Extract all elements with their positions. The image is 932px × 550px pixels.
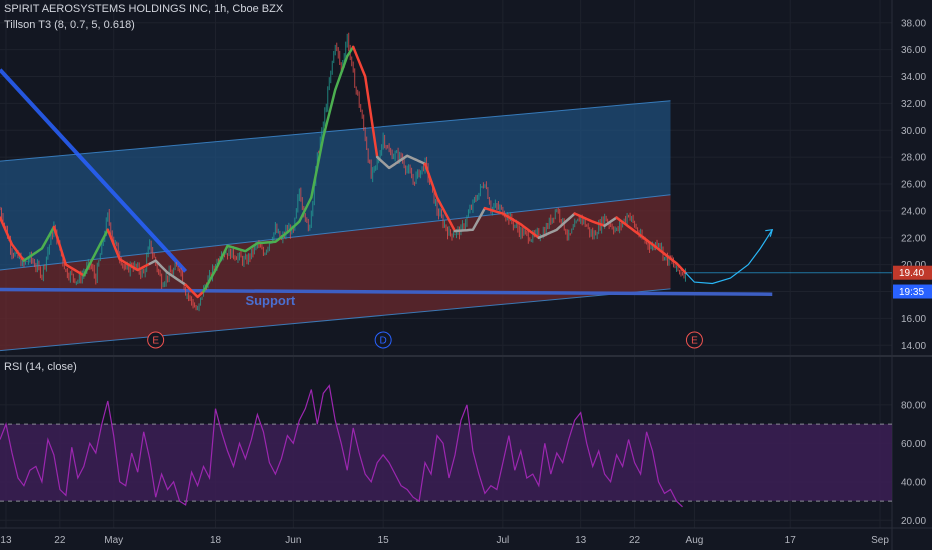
channel-middle-line (0, 194, 671, 271)
price-labels: 19.40 19:35 (685, 265, 932, 299)
rsi-tick-label: 60.00 (901, 439, 926, 450)
price-tick-label: 34.00 (901, 72, 926, 83)
t3-segment-down (184, 283, 205, 299)
time-tick-label: 13 (0, 535, 12, 546)
event-marker-earnings (147, 331, 165, 349)
t3-segment-neutral (537, 212, 576, 240)
event-marker-label: E (691, 336, 698, 347)
price-tick-label: 38.00 (901, 18, 926, 29)
price-tick-label: 22.00 (901, 233, 926, 244)
indicator-legend[interactable]: Tillson T3 (8, 0.7, 5, 0.618) (4, 19, 135, 31)
time-tick-label: Sep (871, 535, 889, 546)
projection-arrow[interactable] (685, 228, 774, 285)
price-tick-label: 16.00 (901, 314, 926, 325)
time-tick-label: 13 (575, 535, 587, 546)
price-tick-label: 26.00 (901, 180, 926, 191)
drawn-lines[interactable]: Support (0, 68, 773, 308)
t3-segment-neutral (603, 216, 618, 227)
last-price-box (893, 265, 932, 280)
price-tick-label: 28.00 (901, 153, 926, 164)
event-marker-label: E (152, 336, 159, 347)
time-tick-label: May (104, 535, 123, 546)
rsi-series (0, 384, 683, 508)
t3-segment-neutral (148, 259, 187, 287)
last-price-label: 19.40 (899, 268, 924, 279)
t3-segment-down (0, 216, 26, 262)
rsi-tick-label: 80.00 (901, 400, 926, 411)
t3-segment-down (483, 206, 541, 240)
support-line (0, 287, 773, 296)
time-tick-label: 18 (210, 535, 222, 546)
downtrend-line (0, 68, 188, 273)
price-tick-label: 14.00 (901, 341, 926, 352)
channel-lower-line (0, 288, 671, 352)
event-marker-earnings (685, 331, 703, 349)
rsi-tick-label: 40.00 (901, 477, 926, 488)
regression-channel[interactable] (0, 100, 671, 352)
t3-segment-down (52, 225, 86, 277)
projection-curve (685, 229, 773, 285)
time-tick-label: 15 (378, 535, 390, 546)
price-series[interactable] (0, 32, 686, 312)
price-tick-label: 32.00 (901, 99, 926, 110)
channel-upper-line (0, 100, 671, 162)
symbol-legend[interactable]: SPIRIT AEROSYSTEMS HOLDINGS INC, 1h, Cbo… (4, 3, 284, 15)
projection-arrowhead (765, 228, 774, 237)
rsi-legend[interactable]: RSI (14, close) (4, 361, 77, 373)
time-tick-label: 22 (629, 535, 641, 546)
t3-segment-up (82, 228, 110, 277)
t3-segment-neutral (453, 206, 487, 233)
countdown-box (893, 284, 932, 299)
rsi-line (0, 384, 683, 508)
price-tick-label: 20.00 (901, 260, 926, 271)
t3-segment-up (22, 225, 56, 262)
channel-upper-zone (0, 100, 671, 270)
countdown-label: 19:35 (899, 287, 924, 298)
time-tick-label: Jul (496, 535, 509, 546)
time-tick-label: Aug (686, 535, 704, 546)
t3-segment-neutral (375, 154, 427, 170)
time-tick-label: Jun (285, 535, 301, 546)
time-tick-label: 22 (54, 535, 66, 546)
t3-segment-up (310, 45, 355, 199)
t3-segment-down (351, 45, 379, 159)
support-label: Support (245, 293, 295, 308)
price-tick-label: 30.00 (901, 126, 926, 137)
price-tick-label: 24.00 (901, 206, 926, 217)
event-marker-label: D (380, 336, 387, 347)
t3-segment-down (423, 162, 457, 233)
time-tick-label: 17 (785, 535, 797, 546)
event-marker-dividend (374, 331, 392, 349)
t3-segment-down (573, 212, 606, 227)
t3-segment-down (106, 228, 151, 272)
price-tick-label: 36.00 (901, 45, 926, 56)
channel-lower-zone (0, 194, 671, 351)
t3-segment-up (202, 196, 313, 293)
tillson-t3-series (0, 45, 687, 299)
t3-segment-down (615, 216, 687, 274)
rsi-tick-label: 20.00 (901, 516, 926, 527)
